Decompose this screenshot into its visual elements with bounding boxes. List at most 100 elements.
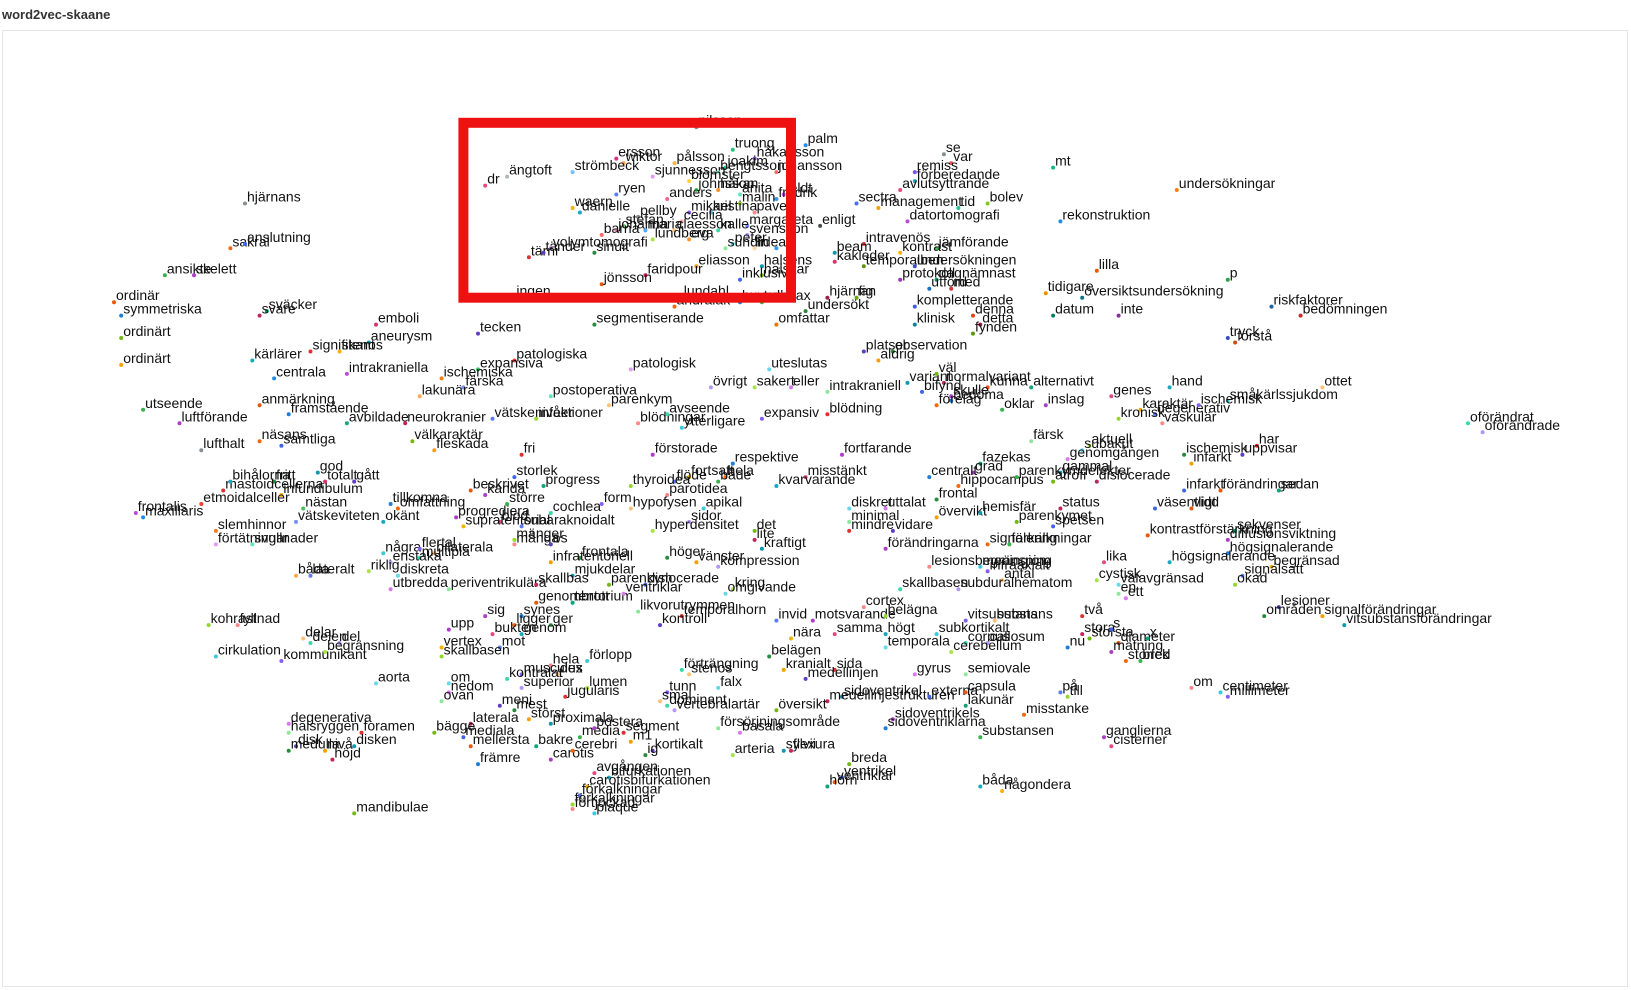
data-point[interactable] (992, 618, 997, 623)
data-point[interactable] (1145, 636, 1150, 641)
data-point[interactable] (985, 542, 990, 547)
data-point[interactable] (133, 511, 138, 515)
data-point[interactable] (1233, 582, 1238, 587)
data-point[interactable] (308, 349, 313, 354)
data-point[interactable] (607, 775, 611, 780)
data-point[interactable] (927, 286, 932, 291)
data-point[interactable] (643, 228, 648, 233)
data-point[interactable] (570, 807, 575, 811)
data-point[interactable] (978, 735, 983, 740)
data-point[interactable] (388, 587, 393, 592)
data-point[interactable] (840, 452, 844, 457)
data-point[interactable] (1225, 694, 1230, 699)
data-point[interactable] (847, 528, 852, 533)
data-point[interactable] (927, 694, 932, 699)
data-point[interactable] (912, 179, 917, 184)
data-point[interactable] (687, 237, 692, 242)
data-point[interactable] (1189, 685, 1194, 690)
data-point[interactable] (745, 223, 750, 228)
data-point[interactable] (941, 152, 946, 157)
data-point[interactable] (1058, 219, 1063, 224)
data-point[interactable] (716, 188, 721, 192)
data-point[interactable] (890, 528, 895, 533)
data-point[interactable] (577, 555, 582, 560)
data-point[interactable] (825, 389, 830, 394)
data-point[interactable] (257, 403, 262, 408)
data-point[interactable] (505, 676, 510, 681)
data-point[interactable] (650, 528, 655, 533)
data-point[interactable] (876, 358, 881, 363)
data-point[interactable] (366, 340, 371, 345)
data-point[interactable] (548, 511, 553, 515)
data-point[interactable] (512, 708, 517, 713)
data-point[interactable] (767, 367, 772, 372)
data-point[interactable] (490, 632, 495, 637)
data-point[interactable] (294, 573, 298, 578)
data-point[interactable] (1182, 488, 1187, 493)
data-point[interactable] (548, 623, 553, 628)
data-point[interactable] (301, 636, 306, 641)
data-point[interactable] (213, 542, 218, 547)
data-point[interactable] (439, 699, 444, 704)
data-point[interactable] (679, 425, 684, 430)
data-point[interactable] (1153, 412, 1157, 417)
data-point[interactable] (323, 479, 328, 484)
data-point[interactable] (344, 421, 349, 426)
data-point[interactable] (708, 385, 713, 390)
data-point[interactable] (898, 250, 903, 255)
data-point[interactable] (592, 322, 597, 327)
data-point[interactable] (985, 641, 990, 645)
data-point[interactable] (1058, 470, 1063, 475)
data-point[interactable] (1014, 475, 1019, 480)
data-point[interactable] (1240, 452, 1245, 457)
data-point[interactable] (505, 174, 510, 179)
data-point[interactable] (519, 524, 524, 529)
data-point[interactable] (672, 228, 677, 233)
data-point[interactable] (585, 784, 590, 789)
data-point[interactable] (789, 385, 793, 390)
data-point[interactable] (854, 295, 859, 300)
data-point[interactable] (206, 623, 211, 628)
data-point[interactable] (949, 394, 954, 399)
data-point[interactable] (985, 569, 990, 574)
data-point[interactable] (439, 376, 444, 381)
data-point[interactable] (519, 685, 524, 690)
data-point[interactable] (810, 618, 815, 623)
data-point[interactable] (599, 232, 604, 237)
data-point[interactable] (461, 524, 466, 529)
data-point[interactable] (141, 407, 146, 412)
data-point[interactable] (847, 519, 852, 524)
data-point[interactable] (1080, 614, 1085, 619)
data-point[interactable] (243, 201, 247, 206)
data-point[interactable] (512, 358, 517, 363)
data-point[interactable] (636, 214, 641, 219)
data-point[interactable] (541, 484, 546, 488)
data-point[interactable] (548, 246, 553, 251)
data-point[interactable] (162, 273, 167, 278)
data-point[interactable] (803, 475, 808, 480)
data-point[interactable] (548, 757, 553, 762)
data-point[interactable] (534, 744, 539, 749)
data-point[interactable] (512, 623, 517, 628)
data-point[interactable] (228, 479, 233, 484)
data-point[interactable] (876, 206, 881, 210)
data-point[interactable] (541, 250, 546, 255)
data-point[interactable] (446, 627, 451, 632)
data-point[interactable] (832, 780, 837, 785)
data-point[interactable] (1262, 614, 1267, 619)
data-point[interactable] (323, 748, 328, 753)
data-point[interactable] (665, 493, 670, 497)
data-point[interactable] (1174, 188, 1179, 192)
data-point[interactable] (825, 699, 830, 704)
data-point[interactable] (781, 192, 786, 197)
data-point[interactable] (213, 654, 218, 659)
data-point[interactable] (272, 376, 277, 381)
data-point[interactable] (759, 264, 764, 269)
data-point[interactable] (286, 730, 291, 735)
data-point[interactable] (1138, 659, 1143, 663)
data-point[interactable] (505, 502, 510, 506)
data-point[interactable] (971, 313, 975, 318)
data-point[interactable] (1320, 614, 1325, 619)
data-point[interactable] (927, 564, 932, 569)
data-point[interactable] (1058, 690, 1063, 695)
